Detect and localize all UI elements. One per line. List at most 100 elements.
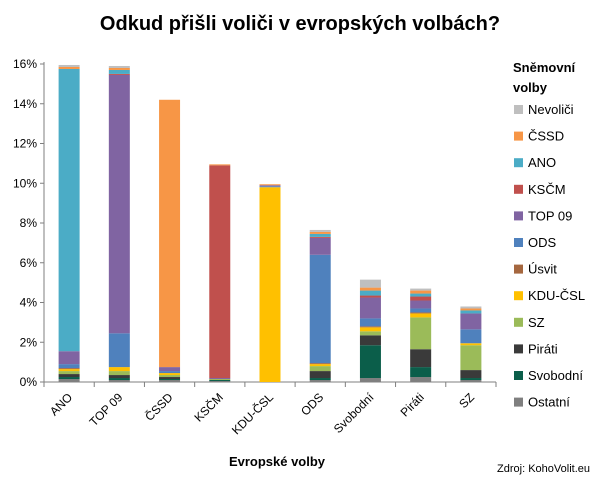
bar-segment	[58, 369, 80, 372]
bar-segment	[460, 313, 482, 330]
bar-segment	[108, 367, 130, 372]
bar-segment	[259, 184, 281, 186]
bar-segment	[159, 371, 181, 374]
legend-item: Nevoliči	[514, 102, 574, 117]
bar-segment	[359, 297, 381, 319]
bar-segment	[159, 375, 181, 378]
legend-label: ČSSD	[528, 129, 564, 144]
bar-segment	[460, 308, 482, 311]
bar-segment	[108, 333, 130, 368]
legend-item: ODS	[514, 235, 557, 250]
legend-item: ČSSD	[514, 129, 564, 144]
legend-label: Svobodní	[528, 368, 583, 383]
bar-segment	[159, 377, 181, 380]
legend-item: TOP 09	[514, 208, 572, 223]
x-tick-label: Svobodní	[331, 390, 377, 436]
bar-segment	[58, 374, 80, 378]
legend-swatch	[514, 158, 523, 168]
bar-segment	[309, 231, 331, 234]
y-tick-label: 14%	[13, 97, 37, 111]
bar-segment	[108, 375, 130, 379]
y-tick-label: 0%	[20, 375, 38, 389]
x-tick-label: ANO	[47, 390, 75, 418]
bar-segment	[359, 327, 381, 332]
bar-segment	[410, 313, 432, 318]
legend-item: KSČM	[514, 182, 566, 197]
bar-segment	[359, 331, 381, 336]
bar-segment	[460, 378, 482, 381]
bar-segment	[410, 312, 432, 314]
bar-stack-ks-m	[209, 164, 231, 382]
bar-segment	[309, 236, 331, 238]
bar-segment	[159, 373, 181, 376]
y-tick-label: 2%	[20, 335, 38, 349]
legend-swatch	[514, 317, 523, 327]
legend-swatch	[514, 397, 523, 407]
y-tick-label: 4%	[20, 296, 38, 310]
bar-segment	[309, 380, 331, 382]
legend-label: Ostatní	[528, 395, 570, 410]
legend-swatch	[514, 291, 523, 301]
bar-stack-kdu-sl	[259, 184, 281, 382]
bar-segment	[460, 306, 482, 309]
x-tick-label: KDU-ČSL	[228, 389, 276, 437]
bar-segment	[460, 343, 482, 346]
plot-area: 0% 2% 4% 6% 8% 10% 12% 14% 16% ANO TOP 09 ČSSD KSČM K…	[13, 57, 497, 437]
bar-segment	[159, 380, 181, 382]
x-tick-label: SZ	[456, 390, 477, 411]
legend-title-line-1: Sněmovní	[513, 60, 576, 75]
bar-segment	[410, 290, 432, 294]
y-tick-label: 10%	[13, 176, 37, 190]
bar-segment	[410, 317, 432, 350]
bar-segment	[309, 363, 331, 365]
legend-item: KDU-ČSL	[514, 288, 585, 303]
bar-stack-ano	[58, 64, 80, 382]
bar-segment	[259, 185, 281, 187]
legend-label: TOP 09	[528, 208, 572, 223]
legend-label: ANO	[528, 155, 556, 170]
bar-segment	[108, 371, 130, 376]
bar-segment	[359, 290, 381, 296]
bar-segment	[159, 367, 181, 372]
bar-segment	[159, 379, 181, 381]
y-tick-label: 16%	[13, 57, 37, 71]
bar-segment	[460, 370, 482, 379]
x-tick-label: Piráti	[398, 390, 427, 419]
bar-segment	[460, 380, 482, 382]
bar-segment	[58, 379, 80, 382]
legend-swatch	[514, 264, 523, 274]
y-tick-label: 8%	[20, 216, 38, 230]
bar-segment	[58, 368, 80, 370]
bar-segment	[359, 335, 381, 346]
legend-swatch	[514, 344, 523, 354]
bar-segment	[259, 186, 281, 188]
bar-segment	[58, 66, 80, 69]
legend-swatch	[514, 131, 523, 141]
bar-segment	[410, 288, 432, 291]
bar-segment	[359, 318, 381, 327]
y-tick-label: 12%	[13, 137, 37, 151]
legend-item: Ostatní	[514, 395, 570, 410]
legend-item: Svobodní	[514, 368, 583, 383]
bar-segment	[108, 65, 130, 68]
bar-segment	[359, 279, 381, 288]
bar-segment	[209, 379, 231, 381]
bar-segment	[410, 293, 432, 297]
bar-stack-top-09	[108, 65, 130, 382]
legend-item: SZ	[514, 315, 545, 330]
source-credit: Zdroj: KohoVolit.eu	[497, 463, 590, 475]
bar-segment	[410, 300, 432, 309]
bar-stack-ods	[309, 229, 331, 382]
bar-segment	[58, 371, 80, 375]
bar-segment	[410, 349, 432, 368]
x-tick-label: ODS	[298, 390, 326, 418]
bar-segment	[108, 74, 130, 334]
legend-label: Úsvit	[528, 262, 557, 277]
legend: Sněmovní volby Nevoliči ČSSD ANO KSČM TOP 09…	[513, 60, 585, 410]
bar-segment	[209, 165, 231, 379]
bar-stack-sz	[460, 306, 482, 382]
bar-stack--ssd	[159, 99, 181, 382]
x-axis-title: Evropské volby	[229, 454, 326, 469]
x-tick-label: TOP 09	[87, 390, 126, 429]
